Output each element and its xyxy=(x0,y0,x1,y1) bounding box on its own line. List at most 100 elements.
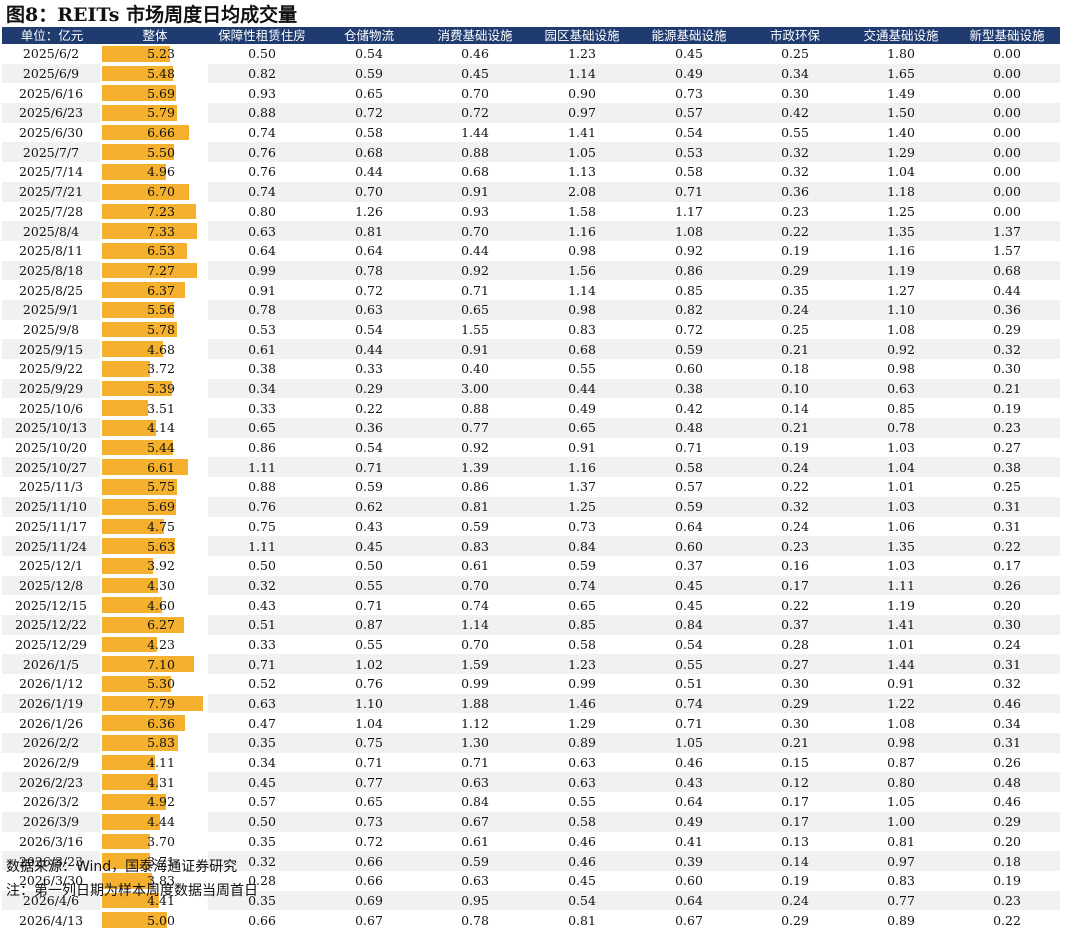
value-cell: 0.74 xyxy=(528,575,636,596)
value-cell: 1.39 xyxy=(422,457,528,478)
value-cell: 0.35 xyxy=(248,833,276,849)
value-cell: 0.26 xyxy=(954,575,1060,596)
value-cell: 0.55 xyxy=(636,654,742,674)
value-cell: 0.65 xyxy=(568,597,596,613)
column-header: 消费基础设施 xyxy=(422,28,528,44)
value-cell: 0.28 xyxy=(781,636,809,652)
date-cell: 2025/12/15 xyxy=(2,595,102,615)
value-cell: 0.72 xyxy=(355,833,383,849)
value-cell: 0.78 xyxy=(848,418,954,438)
value-cell: 1.05 xyxy=(528,142,636,163)
date-cell: 2026/4/13 xyxy=(2,910,102,930)
table-row: 2026/2/2 5.83 0.35 0.75 1.30 0.89 1.05 0.21 0.98… xyxy=(2,733,1060,753)
value-cell: 0.89 xyxy=(528,733,636,753)
value-cell: 0.93 xyxy=(461,203,489,219)
value-cell: 0.37 xyxy=(675,558,703,574)
value-cell: 0.73 xyxy=(568,518,596,534)
value-cell: 2.08 xyxy=(528,181,636,202)
overall-cell: 4.41 xyxy=(102,890,208,911)
overall-cell: 5.48 xyxy=(102,63,208,84)
overall-cell: 5.78 xyxy=(102,319,208,340)
value-cell: 0.67 xyxy=(675,912,703,928)
value-cell: 1.22 xyxy=(848,693,954,714)
value-cell: 1.19 xyxy=(848,260,954,281)
value-cell: 0.71 xyxy=(208,654,316,674)
overall-cell: 7.10 xyxy=(102,654,208,674)
value-cell: 0.78 xyxy=(316,260,422,281)
value-cell: 0.42 xyxy=(675,400,703,416)
value-cell: 1.35 xyxy=(848,221,954,241)
date-cell: 2026/1/5 xyxy=(2,654,102,674)
value-cell: 0.85 xyxy=(675,282,703,298)
value-cell: 0.55 xyxy=(355,636,383,652)
overall-bar xyxy=(102,872,152,889)
value-cell: 0.78 xyxy=(461,912,489,928)
overall-value: 5.69 xyxy=(147,85,175,101)
overall-bar xyxy=(102,754,156,771)
value-cell: 0.77 xyxy=(422,418,528,438)
table-row: 2025/7/21 6.70 0.74 0.70 0.91 2.08 0.71 0.36 1.1… xyxy=(2,181,1060,202)
overall-bar xyxy=(102,518,164,535)
table-row: 2025/6/16 5.69 0.93 0.65 0.70 0.90 0.73 0.30 1.4… xyxy=(2,83,1060,104)
table-row: 2026/1/12 5.30 0.52 0.76 0.99 0.99 0.51 0.30 0.9… xyxy=(2,674,1060,694)
value-cell: 0.63 xyxy=(208,693,316,714)
value-cell: 0.74 xyxy=(248,125,276,141)
date-cell: 2025/10/27 xyxy=(2,457,102,478)
overall-cell: 3.83 xyxy=(102,870,208,891)
overall-bar xyxy=(102,341,163,357)
date-cell: 2025/6/23 xyxy=(2,103,102,123)
overall-cell: 5.39 xyxy=(102,378,208,399)
overall-bar xyxy=(102,105,178,121)
value-cell: 1.10 xyxy=(848,299,954,320)
value-cell: 0.31 xyxy=(993,518,1021,534)
value-cell: 0.68 xyxy=(528,339,636,359)
overall-value: 3.51 xyxy=(147,400,175,416)
date-cell: 2025/8/18 xyxy=(2,260,102,281)
value-cell: 0.25 xyxy=(993,479,1021,495)
value-cell: 1.02 xyxy=(316,654,422,674)
overall-value: 7.79 xyxy=(147,696,175,712)
overall-value: 5.75 xyxy=(147,479,175,495)
overall-bar xyxy=(102,183,190,200)
value-cell: 0.77 xyxy=(848,890,954,911)
value-cell: 0.55 xyxy=(568,361,596,377)
value-cell: 0.29 xyxy=(742,693,848,714)
value-cell: 0.20 xyxy=(993,833,1021,849)
value-cell: 1.08 xyxy=(636,221,742,241)
volume-table: 单位：亿元 整体 保障性租赁住房 仓储物流 消费基础设施 园区基础设施 能源基础设施 市政环保… xyxy=(2,28,1060,930)
overall-bar xyxy=(102,735,178,751)
date-cell: 2025/7/28 xyxy=(2,201,102,222)
value-cell: 0.65 xyxy=(528,418,636,438)
date-cell: 2025/10/20 xyxy=(2,437,102,458)
value-cell: 0.43 xyxy=(636,772,742,793)
value-cell: 1.19 xyxy=(887,597,915,613)
table-row: 2025/9/1 5.56 0.78 0.63 0.65 0.98 0.82 0.24 1.10… xyxy=(2,299,1060,320)
value-cell: 0.32 xyxy=(208,575,316,596)
overall-value: 6.61 xyxy=(147,459,175,475)
table-row: 2026/4/6 4.41 0.35 0.69 0.95 0.54 0.64 0.24 0.77… xyxy=(2,890,1060,911)
value-cell: 0.39 xyxy=(636,851,742,871)
date-cell: 2025/6/2 xyxy=(2,44,102,64)
value-cell: 1.58 xyxy=(568,203,596,219)
value-cell: 0.30 xyxy=(781,85,809,101)
value-cell: 0.74 xyxy=(636,693,742,714)
value-cell: 0.33 xyxy=(248,400,276,416)
overall-value: 6.70 xyxy=(147,184,175,200)
overall-cell: 3.71 xyxy=(102,851,208,871)
value-cell: 0.37 xyxy=(742,614,848,635)
value-cell: 0.24 xyxy=(993,636,1021,652)
value-cell: 1.40 xyxy=(887,125,915,141)
overall-cell: 5.83 xyxy=(102,733,208,753)
value-cell: 0.24 xyxy=(781,518,809,534)
value-cell: 0.22 xyxy=(742,221,848,241)
value-cell: 0.61 xyxy=(208,339,316,359)
date-cell: 2025/12/8 xyxy=(2,575,102,596)
value-cell: 1.12 xyxy=(461,715,489,731)
table-row: 2025/11/3 5.75 0.88 0.59 0.86 1.37 0.57 0.22 1.0… xyxy=(2,477,1060,497)
value-cell: 0.51 xyxy=(208,614,316,635)
overall-cell: 6.27 xyxy=(102,614,208,635)
overall-value: 4.31 xyxy=(147,774,175,790)
value-cell: 0.57 xyxy=(636,103,742,123)
value-cell: 0.43 xyxy=(355,518,383,534)
value-cell: 0.19 xyxy=(781,243,809,259)
